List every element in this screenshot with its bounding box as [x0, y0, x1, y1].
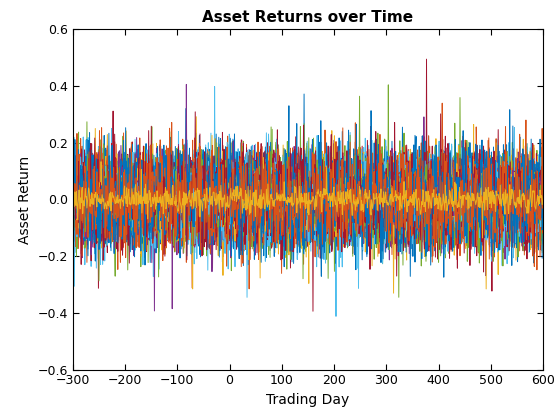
Title: Asset Returns over Time: Asset Returns over Time [202, 10, 414, 26]
Y-axis label: Asset Return: Asset Return [18, 155, 32, 244]
X-axis label: Trading Day: Trading Day [267, 393, 349, 407]
